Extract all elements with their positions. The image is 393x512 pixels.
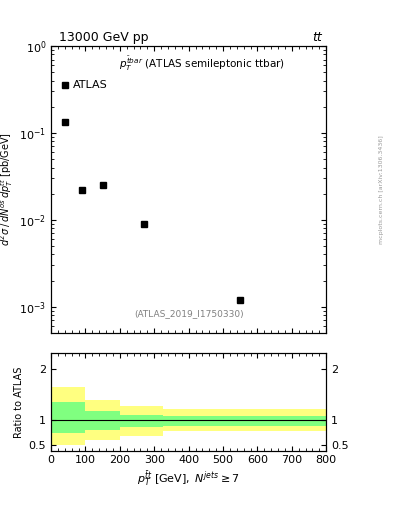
Text: mcplots.cern.ch [arXiv:1306.3436]: mcplots.cern.ch [arXiv:1306.3436] [379, 135, 384, 244]
X-axis label: $p^{\mathit{\bar{t}t}}_T\;\mathrm{[GeV]},\;N^{\mathit{jets}}\geq 7$: $p^{\mathit{\bar{t}t}}_T\;\mathrm{[GeV]}… [137, 470, 240, 488]
Y-axis label: Ratio to ATLAS: Ratio to ATLAS [15, 366, 24, 438]
Text: $p_T^{\mathit{\bar{t}bar}}$ (ATLAS semileptonic ttbar): $p_T^{\mathit{\bar{t}bar}}$ (ATLAS semil… [119, 55, 285, 73]
Text: 13000 GeV pp: 13000 GeV pp [59, 31, 149, 44]
Text: tt: tt [312, 31, 322, 44]
Y-axis label: $d^2\sigma\,/\,dN^{\mathit{os}}\,dp^{\mathit{\bar{t}t}}_T\;\mathrm{[pb/GeV]}$: $d^2\sigma\,/\,dN^{\mathit{os}}\,dp^{\ma… [0, 133, 15, 246]
Text: ATLAS: ATLAS [73, 80, 108, 91]
Text: (ATLAS_2019_I1750330): (ATLAS_2019_I1750330) [134, 309, 243, 318]
